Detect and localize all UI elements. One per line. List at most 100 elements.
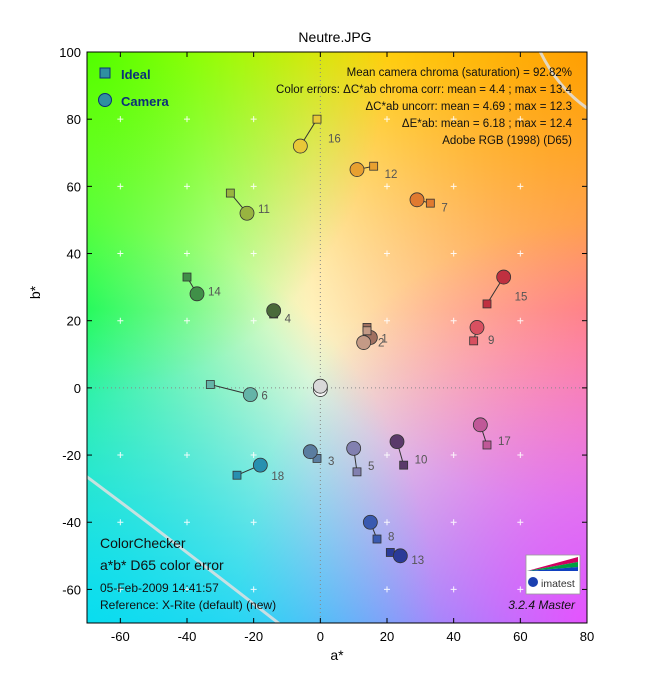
camera-marker (242, 387, 258, 403)
grid-cross (384, 519, 390, 526)
y-tick-label: 0 (74, 381, 81, 396)
grid-cross (450, 183, 457, 190)
grid-cross (450, 317, 457, 324)
ideal-marker (369, 161, 379, 171)
patch-label: 17 (498, 436, 511, 448)
grid-cross (184, 452, 190, 459)
imatest-logo: imatest (525, 554, 581, 595)
camera-marker (312, 378, 328, 394)
grid-cross (517, 452, 524, 459)
x-tick-label: 0 (317, 629, 324, 644)
legend-camera-label: Camera (121, 94, 169, 109)
y-tick-label: 80 (67, 112, 81, 127)
grid-cross (517, 116, 524, 123)
stats-line-1: Mean camera chroma (saturation) = 92.82% (347, 67, 572, 79)
x-tick-label: 20 (380, 629, 394, 644)
grid-cross (250, 317, 257, 324)
grid-cross (184, 519, 190, 526)
camera-marker (266, 303, 282, 319)
ideal-marker (482, 440, 492, 450)
grid-cross (384, 317, 390, 324)
grid-cross (450, 519, 457, 526)
patch-label: 10 (415, 454, 428, 466)
patch-label: 18 (271, 471, 284, 483)
footer-date: 05-Feb-2009 14:41:57 (100, 581, 219, 595)
x-tick-label: -40 (178, 629, 197, 644)
axis-ticks: -60 -40 -20 0 20 40 60 80 -60 -40 -20 0 20 40 60 80 100 (59, 45, 594, 644)
legend-ideal-marker (99, 67, 111, 79)
chart-title: Neutre.JPG (298, 29, 371, 45)
stats-block: Mean camera chroma (saturation) = 92.82%… (276, 67, 573, 147)
grid-cross (250, 250, 257, 257)
gamut-boundary-bottom (87, 474, 281, 623)
camera-marker (469, 320, 485, 335)
x-tick-label: 40 (446, 629, 460, 644)
grid-cross (117, 250, 124, 257)
imatest-logo-text: imatest (541, 578, 575, 590)
legend-ideal-label: Ideal (121, 67, 151, 82)
grid-cross (117, 116, 124, 123)
y-tick-label: -40 (62, 515, 81, 530)
camera-marker (472, 417, 488, 433)
patch-label: 5 (368, 461, 374, 473)
ideal-marker (482, 299, 492, 309)
grid-cross (117, 586, 124, 593)
patch-label: 3 (328, 456, 334, 468)
patch-label: 15 (515, 291, 528, 303)
y-tick-label: 60 (67, 179, 81, 194)
legend-camera-marker (98, 93, 112, 107)
ideal-marker (182, 272, 192, 282)
camera-marker (356, 335, 372, 350)
grid-cross (117, 183, 124, 190)
patch-label: 14 (208, 286, 221, 298)
grid-cross (450, 116, 457, 123)
grid-cross (517, 519, 524, 526)
grid-cross (250, 183, 257, 190)
footer-line-2: a*b* D65 color error (100, 557, 224, 573)
x-axis-label: a* (330, 647, 344, 663)
grid-cross (517, 250, 524, 257)
patch-label: 11 (258, 204, 270, 216)
camera-marker (389, 434, 405, 450)
ideal-marker (232, 470, 242, 480)
camera-marker (392, 548, 408, 564)
grid-cross (450, 452, 457, 459)
grid-cross (450, 586, 457, 593)
grid-cross (184, 183, 190, 190)
footer-block: ColorChecker a*b* D65 color error 05-Feb… (100, 535, 576, 612)
y-tick-label: 40 (67, 247, 81, 262)
stats-line-3: ΔC*ab uncorr: mean = 4.69 ; max = 12.3 (366, 101, 573, 113)
patch-label: 2 (378, 338, 384, 350)
y-axis-label: b* (27, 285, 43, 299)
y-tick-label: 20 (67, 314, 81, 329)
grid-cross (450, 250, 457, 257)
plot-frame (86, 51, 588, 624)
x-tick-label: 60 (513, 629, 527, 644)
patch-label: 4 (285, 313, 292, 325)
plot-background-green (87, 52, 587, 623)
footer-line-1: ColorChecker (100, 535, 186, 551)
patch-label: 16 (328, 134, 341, 146)
patch-label: 13 (411, 555, 424, 567)
camera-marker (496, 269, 512, 285)
ideal-marker (362, 326, 372, 336)
camera-marker (362, 514, 378, 530)
x-tick-label: 80 (580, 629, 594, 644)
camera-marker (349, 162, 365, 177)
ideal-marker (399, 460, 409, 470)
ideal-marker (425, 198, 435, 208)
camera-marker (302, 444, 318, 460)
stats-line-2: Color errors: ΔC*ab chroma corr: mean = … (276, 84, 573, 96)
x-tick-label: -20 (244, 629, 263, 644)
patch-label: 8 (388, 532, 394, 544)
y-tick-label: 100 (59, 45, 81, 60)
ideal-marker (469, 336, 479, 346)
grid-cross (184, 116, 190, 123)
camera-marker (252, 457, 268, 473)
grid-cross (250, 452, 257, 459)
grid-cross (384, 586, 390, 593)
grid-cross (117, 317, 124, 324)
grid-cross (517, 183, 524, 190)
ideal-marker (225, 188, 235, 198)
